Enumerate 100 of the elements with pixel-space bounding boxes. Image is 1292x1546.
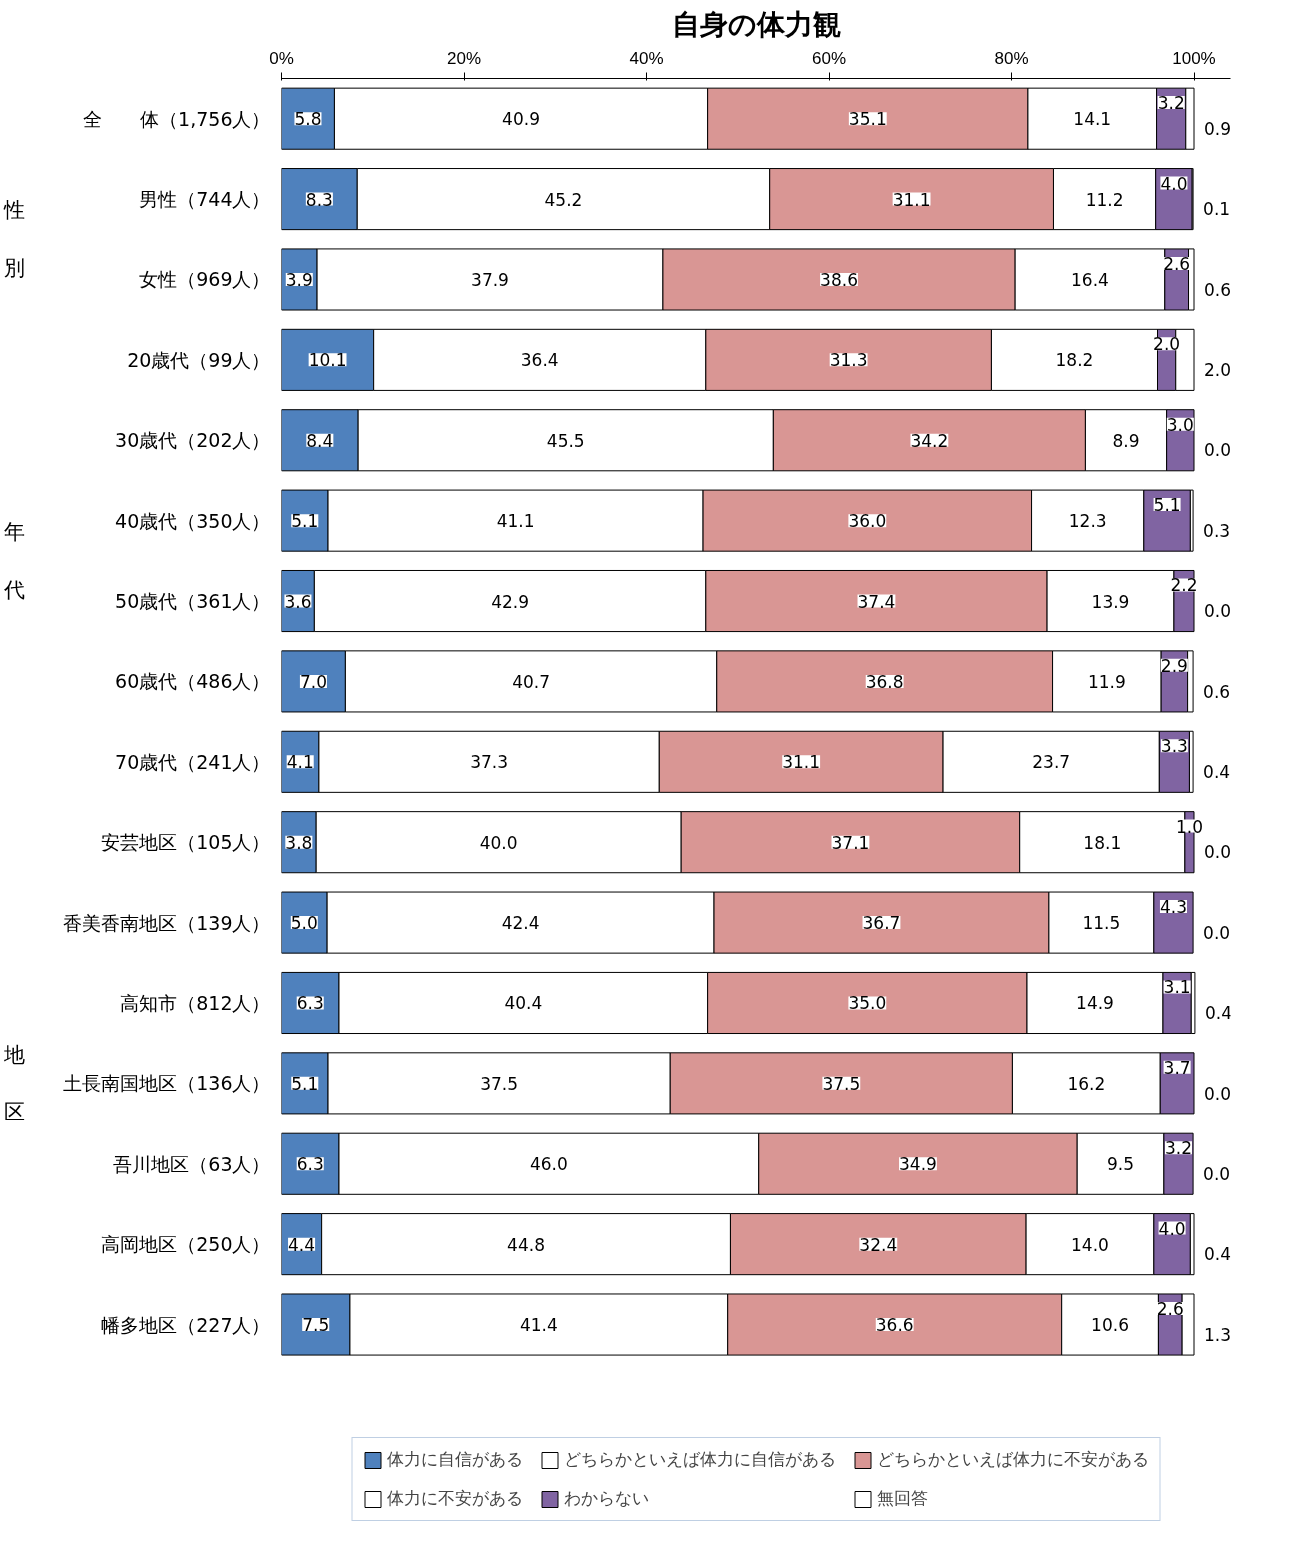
data-label: 16.2 <box>1067 1073 1106 1094</box>
data-label: 0.0 <box>1204 1083 1232 1104</box>
data-label: 3.9 <box>285 269 313 290</box>
data-label: 14.9 <box>1076 993 1114 1014</box>
y-tick-label: 高知市（812人） <box>120 991 271 1014</box>
data-label: 0.0 <box>1203 922 1231 943</box>
data-label: 18.2 <box>1055 350 1094 371</box>
y-tick-label: 幡多地区（227人） <box>101 1313 271 1336</box>
y-tick-label: 60歳代（486人） <box>115 670 271 693</box>
data-label: 6.3 <box>296 1154 324 1175</box>
data-label: 5.1 <box>291 1073 319 1094</box>
data-label: 0.4 <box>1203 761 1231 782</box>
x-tick-label: 0% <box>269 48 294 68</box>
data-label: 0.6 <box>1203 681 1231 702</box>
data-label: 3.8 <box>285 832 313 853</box>
data-label: 11.2 <box>1085 189 1124 210</box>
data-label: 3.1 <box>1163 977 1191 998</box>
y-tick-label: 20歳代（99人） <box>127 348 271 371</box>
data-label: 14.1 <box>1073 109 1112 130</box>
data-label: 8.9 <box>1112 430 1140 451</box>
y-tick-label: 安芸地区（105人） <box>101 831 271 854</box>
data-label: 0.4 <box>1204 1244 1232 1265</box>
data-label: 31.3 <box>829 350 868 371</box>
data-label: 2.0 <box>1204 360 1232 381</box>
y-tick-label: 吾川地区（63人） <box>113 1152 271 1175</box>
data-label: 36.6 <box>875 1315 914 1336</box>
data-label: 5.1 <box>1153 495 1181 516</box>
data-label: 18.1 <box>1083 832 1122 853</box>
data-label: 31.1 <box>892 189 931 210</box>
data-label: 45.2 <box>544 189 583 210</box>
data-label: 0.6 <box>1204 279 1232 300</box>
data-label: 36.8 <box>865 671 904 692</box>
legend-label: 体力に自信がある <box>387 1448 523 1471</box>
y-tick-label: 土長南国地区（136人） <box>63 1072 271 1095</box>
data-label: 0.4 <box>1204 1003 1232 1024</box>
data-label: 37.5 <box>480 1073 519 1094</box>
data-label: 0.3 <box>1203 520 1231 541</box>
x-tick-label: 80% <box>994 48 1029 68</box>
data-label: 37.3 <box>470 752 509 773</box>
data-label: 3.2 <box>1157 93 1185 114</box>
data-label: 31.1 <box>782 752 821 773</box>
data-label: 1.0 <box>1175 816 1203 837</box>
x-tick-label: 20% <box>446 48 482 68</box>
y-tick-label: 高岡地区（250人） <box>101 1233 271 1256</box>
data-label: 4.3 <box>1159 897 1187 918</box>
data-label: 5.0 <box>290 913 318 934</box>
data-label: 10.6 <box>1091 1315 1129 1336</box>
data-label: 4.1 <box>286 752 314 773</box>
data-label: 42.9 <box>491 591 530 612</box>
data-label: 4.0 <box>1160 173 1188 194</box>
data-label: 40.9 <box>502 109 540 130</box>
data-label: 3.3 <box>1160 736 1188 757</box>
legend-label: 体力に不安がある <box>387 1487 523 1510</box>
data-label: 9.5 <box>1107 1154 1135 1175</box>
data-label: 0.0 <box>1204 601 1232 622</box>
data-label: 8.3 <box>305 189 333 210</box>
text: 年代 <box>3 520 25 602</box>
data-label: 37.1 <box>831 832 870 853</box>
data-label: 37.4 <box>857 591 896 612</box>
data-label: 7.0 <box>299 671 327 692</box>
data-label: 3.7 <box>1163 1057 1191 1078</box>
data-label: 41.1 <box>496 511 535 532</box>
data-label: 5.1 <box>291 511 319 532</box>
data-label: 8.4 <box>306 430 334 451</box>
data-label: 36.0 <box>848 511 887 532</box>
data-label: 41.4 <box>519 1315 558 1336</box>
data-label: 42.4 <box>501 913 540 934</box>
legend-label: わからない <box>564 1487 649 1510</box>
data-label: 44.8 <box>507 1234 545 1255</box>
data-label: 0.0 <box>1203 1163 1231 1184</box>
data-label: 3.0 <box>1166 414 1194 435</box>
data-label: 36.7 <box>862 913 901 934</box>
legend-label: どちらかといえば体力に自信がある <box>564 1448 836 1471</box>
data-label: 40.7 <box>512 671 550 692</box>
x-tick-label: 100% <box>1172 48 1216 68</box>
data-label: 5.8 <box>294 109 322 130</box>
x-tick-label: 60% <box>811 48 847 68</box>
y-tick-label: 男性（744人） <box>139 188 271 211</box>
data-label: 2.9 <box>1160 655 1188 676</box>
data-label: 40.0 <box>479 832 518 853</box>
y-tick-label: 40歳代（350人） <box>115 509 271 532</box>
data-label: 35.1 <box>848 109 887 130</box>
data-label: 11.9 <box>1087 671 1126 692</box>
data-label: 2.2 <box>1170 575 1198 596</box>
data-label: 38.6 <box>820 269 858 290</box>
data-label: 11.5 <box>1082 913 1121 934</box>
data-label: 7.5 <box>302 1315 330 1336</box>
data-label: 36.4 <box>520 350 559 371</box>
data-label: 2.0 <box>1153 334 1181 355</box>
data-label: 3.2 <box>1164 1138 1193 1159</box>
data-label: 13.9 <box>1091 591 1130 612</box>
data-label: 0.0 <box>1204 842 1232 863</box>
y-tick-label: 70歳代（241人） <box>115 750 271 773</box>
data-label: 14.0 <box>1071 1234 1109 1255</box>
data-label: 40.4 <box>504 993 543 1014</box>
data-label: 23.7 <box>1032 752 1071 773</box>
y-tick-label: 全 体（1,756人） <box>83 107 271 130</box>
x-tick-label: 40% <box>629 48 664 68</box>
data-label: 1.3 <box>1204 1324 1232 1345</box>
chart-title: 自身の体力観 <box>671 7 841 41</box>
